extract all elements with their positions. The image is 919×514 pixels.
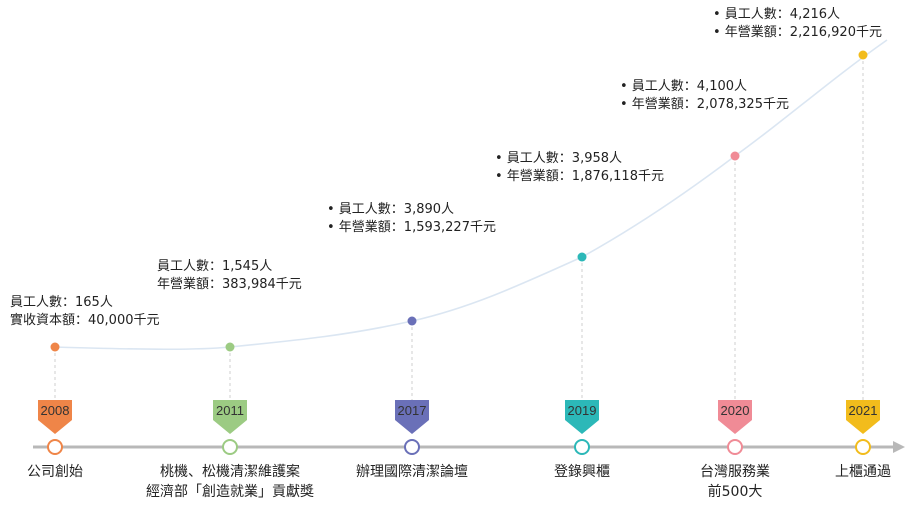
stat-line: • 員工人數：3,958人 bbox=[495, 151, 623, 166]
stat-line: • 年營業額：2,078,325千元 bbox=[620, 97, 789, 112]
axis-node-2011 bbox=[222, 439, 238, 455]
stat-line: 實收資本額：40,000千元 bbox=[10, 313, 160, 328]
axis-node-2008 bbox=[47, 439, 63, 455]
year-label-2017: 2017 bbox=[398, 403, 427, 418]
stats-block-2011: 員工人數：1,545人年營業額：383,984千元 bbox=[157, 258, 302, 294]
year-label-2008: 2008 bbox=[41, 403, 70, 418]
stats-block-2017: • 員工人數：3,890人 • 年營業額：1,593,227千元 bbox=[327, 201, 496, 237]
growth-curve bbox=[54, 39, 888, 351]
year-tag-2020 bbox=[718, 400, 752, 434]
stat-line: • 年營業額：1,593,227千元 bbox=[327, 220, 496, 235]
milestone-dot-2020 bbox=[730, 151, 740, 161]
year-label-2021: 2021 bbox=[849, 403, 878, 418]
event-line: 經濟部「創造就業」貢獻獎 bbox=[146, 484, 314, 500]
stat-line: • 員工人數：4,100人 bbox=[620, 79, 748, 94]
event-line: 公司創始 bbox=[27, 464, 83, 480]
milestone-dot-2017 bbox=[407, 316, 417, 326]
event-line: 登錄興櫃 bbox=[554, 464, 610, 480]
axis-node-2021 bbox=[855, 439, 871, 455]
stats-block-2019: • 員工人數：3,958人 • 年營業額：1,876,118千元 bbox=[495, 150, 664, 186]
event-label-2011: 桃機、松機清潔維護案 經濟部「創造就業」貢獻獎 bbox=[146, 462, 314, 502]
event-line: 辦理國際清潔論壇 bbox=[356, 464, 468, 480]
year-tag-2017 bbox=[395, 400, 429, 434]
stat-line: • 年營業額：1,876,118千元 bbox=[495, 169, 664, 184]
year-label-2019: 2019 bbox=[568, 403, 597, 418]
stats-block-2020: • 員工人數：4,100人 • 年營業額：2,078,325千元 bbox=[620, 78, 789, 114]
event-label-2021: 上櫃通過 bbox=[835, 462, 891, 482]
stat-line: 員工人數：165人 bbox=[10, 295, 113, 310]
year-tag-2019 bbox=[565, 400, 599, 434]
year-tag-2011 bbox=[213, 400, 247, 434]
year-tag-2021 bbox=[846, 400, 880, 434]
stat-line: 年營業額：383,984千元 bbox=[157, 277, 302, 292]
stat-line: • 員工人數：3,890人 bbox=[327, 202, 455, 217]
event-label-2019: 登錄興櫃 bbox=[554, 462, 610, 482]
stats-block-2021: • 員工人數：4,216人 • 年營業額：2,216,920千元 bbox=[713, 6, 882, 42]
event-label-2008: 公司創始 bbox=[27, 462, 83, 482]
milestone-dot-2008 bbox=[50, 342, 60, 352]
event-line: 上櫃通過 bbox=[835, 464, 891, 480]
axis-node-2019 bbox=[574, 439, 590, 455]
event-line: 桃機、松機清潔維護案 bbox=[160, 464, 300, 480]
milestone-dot-2011 bbox=[225, 342, 235, 352]
stat-line: 員工人數：1,545人 bbox=[157, 259, 273, 274]
year-label-2020: 2020 bbox=[721, 403, 750, 418]
axis-node-2020 bbox=[727, 439, 743, 455]
stats-block-2008: 員工人數：165人實收資本額：40,000千元 bbox=[10, 294, 160, 330]
milestone-dot-2021 bbox=[858, 50, 868, 60]
axis-node-2017 bbox=[404, 439, 420, 455]
stat-line: • 員工人數：4,216人 bbox=[713, 7, 841, 22]
event-line: 前500大 bbox=[707, 484, 763, 500]
year-tag-2008 bbox=[38, 400, 72, 434]
year-label-2011: 2011 bbox=[216, 403, 244, 418]
event-label-2017: 辦理國際清潔論壇 bbox=[356, 462, 468, 482]
event-line: 台灣服務業 bbox=[700, 464, 770, 480]
axis-arrow-head bbox=[893, 441, 905, 453]
stat-line: • 年營業額：2,216,920千元 bbox=[713, 25, 882, 40]
event-label-2020: 台灣服務業前500大 bbox=[700, 462, 770, 502]
milestone-dot-2019 bbox=[577, 252, 587, 262]
